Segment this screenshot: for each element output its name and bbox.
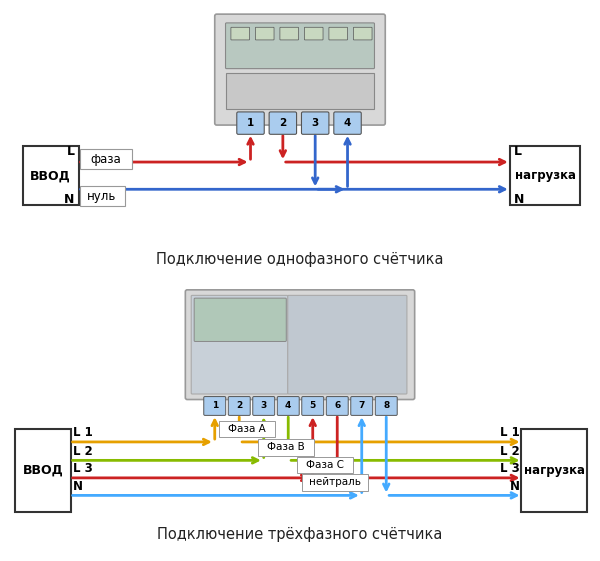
Text: 6: 6	[334, 402, 340, 411]
FancyBboxPatch shape	[228, 397, 250, 415]
Text: 1: 1	[247, 118, 254, 128]
Text: Подключение однофазного счётчика: Подключение однофазного счётчика	[156, 252, 444, 267]
Text: L: L	[67, 145, 74, 158]
Text: L 3: L 3	[73, 462, 92, 475]
FancyBboxPatch shape	[334, 112, 361, 134]
Text: 3: 3	[311, 118, 319, 128]
Text: 4: 4	[285, 402, 292, 411]
Text: нейтраль: нейтраль	[309, 477, 361, 488]
FancyBboxPatch shape	[375, 397, 397, 415]
FancyBboxPatch shape	[304, 27, 323, 40]
FancyBboxPatch shape	[23, 146, 79, 205]
FancyBboxPatch shape	[226, 73, 374, 109]
Text: 2: 2	[279, 118, 286, 128]
FancyBboxPatch shape	[280, 27, 299, 40]
FancyBboxPatch shape	[353, 27, 372, 40]
Text: L 2: L 2	[73, 445, 92, 458]
FancyBboxPatch shape	[521, 429, 587, 512]
FancyBboxPatch shape	[231, 27, 250, 40]
Text: нагрузка: нагрузка	[524, 464, 585, 477]
Text: 4: 4	[344, 118, 351, 128]
Text: 5: 5	[310, 402, 316, 411]
Text: 3: 3	[260, 402, 267, 411]
FancyBboxPatch shape	[301, 112, 329, 134]
FancyBboxPatch shape	[237, 112, 264, 134]
Text: Фаза А: Фаза А	[228, 424, 265, 434]
FancyBboxPatch shape	[226, 23, 374, 68]
FancyBboxPatch shape	[510, 146, 580, 205]
FancyBboxPatch shape	[215, 14, 385, 125]
FancyBboxPatch shape	[185, 290, 415, 399]
Text: L 2: L 2	[500, 445, 520, 458]
FancyBboxPatch shape	[79, 149, 133, 169]
Text: N: N	[514, 193, 524, 206]
Text: Фаза В: Фаза В	[267, 443, 305, 453]
Text: ВВОД: ВВОД	[30, 169, 71, 182]
Text: фаза: фаза	[91, 153, 121, 165]
FancyBboxPatch shape	[351, 397, 373, 415]
Text: L 3: L 3	[500, 462, 520, 475]
Text: L: L	[514, 145, 521, 158]
FancyBboxPatch shape	[194, 298, 286, 342]
FancyBboxPatch shape	[218, 421, 275, 438]
Text: 1: 1	[212, 402, 218, 411]
FancyBboxPatch shape	[288, 295, 407, 394]
Text: ВВОД: ВВОД	[22, 464, 63, 477]
FancyBboxPatch shape	[15, 429, 71, 512]
Text: нагрузка: нагрузка	[515, 169, 575, 182]
FancyBboxPatch shape	[269, 112, 296, 134]
Text: Подключение трёхфазного счётчика: Подключение трёхфазного счётчика	[157, 527, 443, 541]
FancyBboxPatch shape	[329, 27, 347, 40]
Text: N: N	[64, 193, 74, 206]
FancyBboxPatch shape	[302, 397, 324, 415]
FancyBboxPatch shape	[302, 474, 368, 491]
FancyBboxPatch shape	[326, 397, 348, 415]
FancyBboxPatch shape	[277, 397, 299, 415]
Text: 7: 7	[359, 402, 365, 411]
Text: нуль: нуль	[88, 190, 117, 203]
Text: 8: 8	[383, 402, 389, 411]
Text: L 1: L 1	[73, 426, 92, 439]
FancyBboxPatch shape	[191, 295, 288, 394]
FancyBboxPatch shape	[258, 439, 314, 456]
Text: N: N	[509, 480, 520, 493]
FancyBboxPatch shape	[256, 27, 274, 40]
FancyBboxPatch shape	[253, 397, 275, 415]
FancyBboxPatch shape	[79, 186, 125, 206]
Text: L 1: L 1	[500, 426, 520, 439]
Text: 2: 2	[236, 402, 242, 411]
Text: Фаза С: Фаза С	[306, 460, 344, 470]
Text: N: N	[73, 480, 83, 493]
FancyBboxPatch shape	[297, 457, 353, 473]
FancyBboxPatch shape	[204, 397, 226, 415]
